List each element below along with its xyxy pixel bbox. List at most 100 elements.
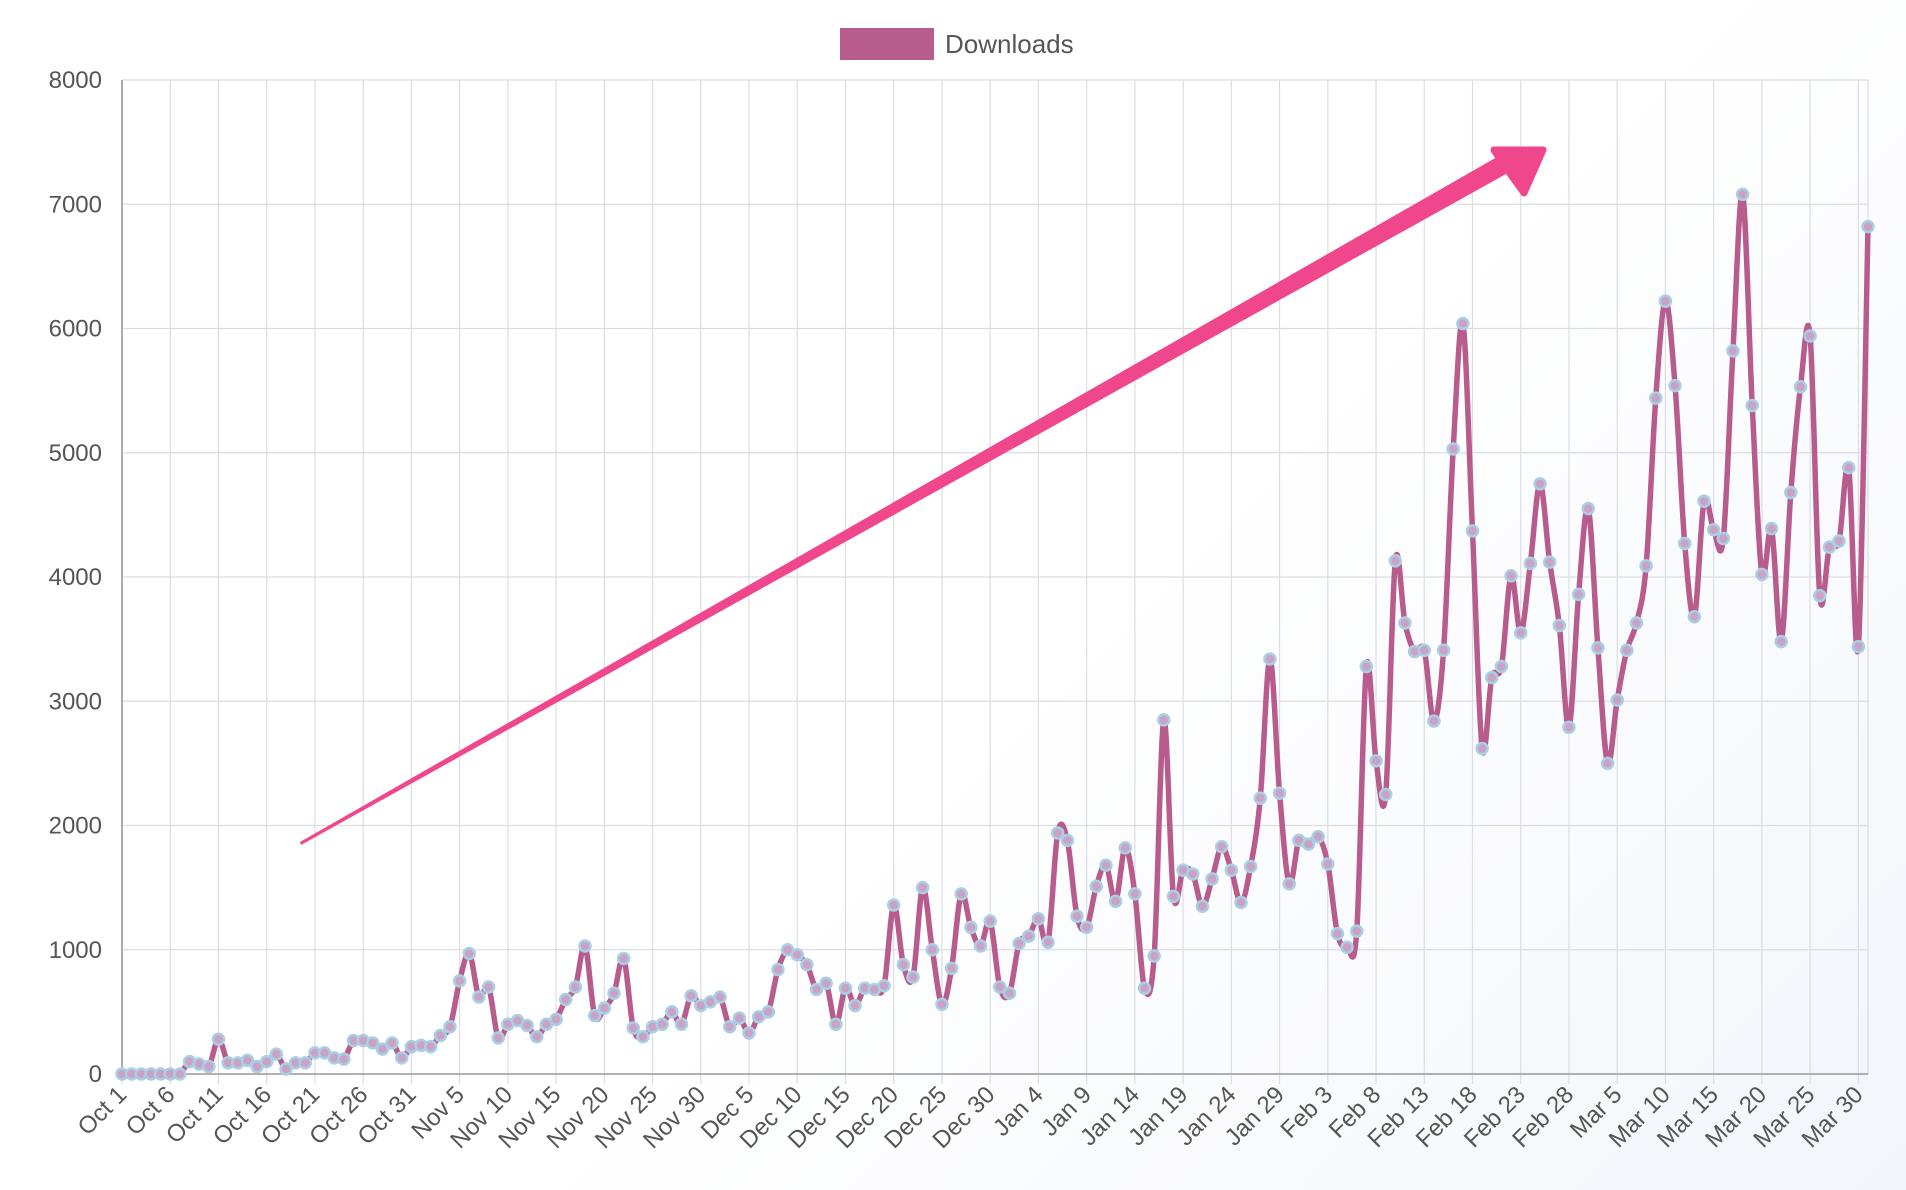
data-point: [1301, 837, 1316, 851]
axes: [121, 80, 1868, 1075]
data-point: [173, 1067, 187, 1081]
trend-arrow-shaft: [300, 157, 1506, 845]
data-point: [1571, 587, 1586, 602]
y-tick-label: 3000: [49, 688, 102, 715]
data-point: [1446, 442, 1460, 456]
data-point: [1234, 895, 1248, 910]
x-tick-label: Feb 3: [1276, 1081, 1338, 1143]
data-point: [1600, 756, 1615, 771]
data-point: [1591, 641, 1605, 655]
data-point: [1166, 889, 1181, 904]
y-tick-label: 2000: [49, 813, 102, 840]
data-point: [1764, 521, 1779, 536]
data-point: [1716, 531, 1731, 546]
data-point: [240, 1053, 255, 1068]
data-point: [1542, 555, 1557, 569]
data-point: [1822, 540, 1837, 554]
data-point: [1436, 643, 1451, 658]
data-point: [1099, 858, 1113, 873]
data-point: [1224, 863, 1239, 877]
data-point: [375, 1042, 390, 1056]
data-points: [115, 187, 1875, 1081]
data-point: [1311, 829, 1325, 844]
data-point: [1649, 391, 1663, 405]
data-point: [1340, 940, 1354, 955]
data-point: [1079, 920, 1094, 935]
data-point: [1378, 787, 1393, 802]
legend[interactable]: Downloads: [840, 28, 1074, 60]
x-tick-label: Jan 4: [988, 1081, 1049, 1142]
data-point: [925, 943, 940, 957]
series-downloads: [119, 191, 1871, 1077]
data-point: [983, 914, 997, 928]
data-point: [1629, 616, 1644, 630]
data-point: [279, 1062, 293, 1076]
data-point: [1677, 536, 1692, 551]
data-point: [1388, 554, 1403, 568]
series-line-downloads: [119, 191, 1871, 1077]
data-point: [829, 1017, 843, 1032]
data-point: [1398, 616, 1412, 630]
data-point: [1581, 501, 1596, 516]
data-point: [607, 986, 621, 1000]
data-point: [530, 1029, 544, 1044]
data-point: [1706, 523, 1721, 537]
data-point: [906, 970, 920, 984]
data-point: [211, 1032, 226, 1046]
data-point: [472, 990, 486, 1004]
data-point: [1832, 534, 1846, 548]
data-point: [626, 1021, 641, 1035]
data-point: [1851, 639, 1866, 654]
data-point: [1089, 879, 1104, 894]
data-point: [1321, 857, 1335, 871]
data-point: [1359, 659, 1374, 674]
data-point: [1658, 294, 1673, 308]
data-point: [491, 1031, 505, 1045]
data-point: [655, 1017, 669, 1032]
data-point: [954, 887, 968, 901]
grid-lines: [121, 79, 1869, 1084]
data-point: [1147, 949, 1161, 963]
data-point: [1475, 741, 1489, 756]
data-point: [1195, 899, 1210, 914]
data-point: [443, 1020, 457, 1034]
data-point: [587, 1008, 602, 1023]
data-point: [1735, 187, 1750, 202]
data-point: [886, 898, 901, 912]
data-point: [1861, 219, 1875, 234]
data-point: [1282, 877, 1296, 891]
data-point: [1668, 378, 1682, 393]
data-point: [1774, 634, 1788, 649]
data-point: [1272, 786, 1287, 800]
data-point: [1610, 693, 1624, 707]
data-point: [1427, 714, 1441, 728]
data-point: [433, 1028, 448, 1043]
data-point: [809, 982, 824, 997]
data-point: [549, 1012, 563, 1027]
y-tick-label: 6000: [49, 316, 102, 343]
y-tick-label: 1000: [49, 937, 102, 964]
y-tick-label: 8000: [49, 67, 102, 94]
data-point: [944, 961, 959, 976]
legend-swatch: [840, 28, 934, 60]
x-tick-label: Oct 1: [73, 1081, 133, 1141]
data-point: [1330, 926, 1345, 941]
data-point: [1784, 485, 1798, 500]
data-point: [1157, 713, 1171, 727]
data-point: [1726, 344, 1740, 358]
data-point: [964, 920, 978, 935]
data-point: [684, 988, 698, 1003]
data-point: [1118, 841, 1132, 855]
data-point: [790, 947, 804, 962]
y-axis-tick-labels: 0 1000 2000 3000 4000 5000 6000 7000 8000: [49, 67, 102, 1088]
data-point: [1128, 887, 1142, 901]
y-tick-label: 5000: [49, 440, 102, 467]
data-point: [578, 939, 592, 953]
trend-arrow-head: [1507, 146, 1547, 197]
data-point: [1253, 791, 1268, 805]
data-point: [761, 1005, 776, 1019]
data-point: [722, 1020, 737, 1034]
data-point: [1108, 894, 1123, 909]
